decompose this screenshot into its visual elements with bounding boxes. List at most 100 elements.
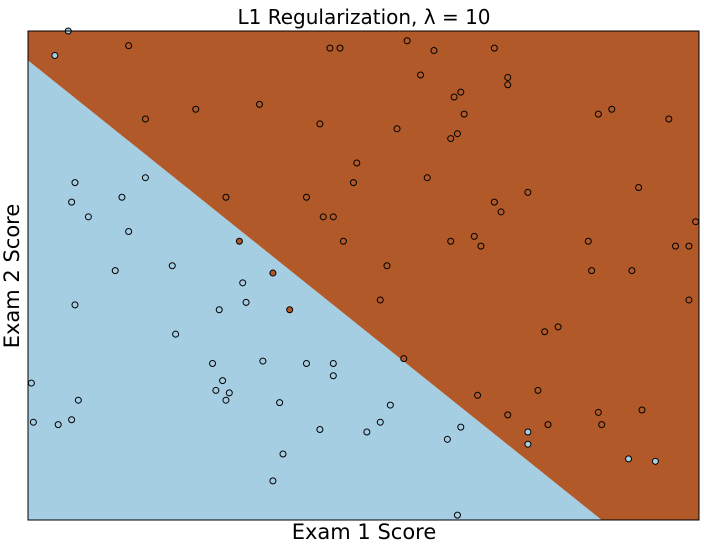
data-point-class-0 xyxy=(27,379,35,387)
data-point-class-0 xyxy=(168,262,176,270)
data-point-class-1 xyxy=(255,100,263,108)
data-point-class-0 xyxy=(212,386,220,394)
data-point-class-1 xyxy=(222,193,230,201)
data-point-class-0 xyxy=(172,330,180,338)
data-point-class-1 xyxy=(490,44,498,52)
data-point-class-0 xyxy=(453,511,461,519)
data-point-class-0 xyxy=(68,198,76,206)
data-point-class-0 xyxy=(443,435,451,443)
data-point-class-1 xyxy=(594,408,602,416)
data-point-class-1 xyxy=(453,130,461,138)
data-point-class-1 xyxy=(141,115,149,123)
data-point-class-1 xyxy=(235,237,243,245)
data-point-class-0 xyxy=(242,298,250,306)
data-point-class-1 xyxy=(524,188,532,196)
data-point-class-1 xyxy=(638,406,646,414)
data-point-class-1 xyxy=(628,267,636,275)
data-point-class-0 xyxy=(111,267,119,275)
data-point-class-1 xyxy=(598,421,606,429)
data-point-class-1 xyxy=(450,93,458,101)
data-point-class-0 xyxy=(376,418,384,426)
data-point-class-1 xyxy=(588,267,596,275)
data-point-class-1 xyxy=(460,110,468,118)
data-point-class-1 xyxy=(474,391,482,399)
data-point-class-1 xyxy=(319,213,327,221)
data-point-class-1 xyxy=(497,208,505,216)
plot-frame xyxy=(27,30,700,521)
data-point-class-1 xyxy=(403,37,411,45)
data-point-class-0 xyxy=(329,360,337,368)
data-point-class-1 xyxy=(339,237,347,245)
data-point-class-0 xyxy=(74,396,82,404)
data-point-class-0 xyxy=(225,389,233,397)
data-point-class-0 xyxy=(222,396,230,404)
data-point-class-1 xyxy=(665,115,673,123)
data-point-class-1 xyxy=(353,159,361,167)
data-point-class-1 xyxy=(504,81,512,89)
x-axis-label: Exam 1 Score xyxy=(292,520,437,544)
data-point-class-0 xyxy=(276,399,284,407)
data-point-class-0 xyxy=(141,174,149,182)
data-point-class-1 xyxy=(685,296,693,304)
data-point-class-1 xyxy=(376,296,384,304)
data-point-class-0 xyxy=(524,440,532,448)
data-point-class-1 xyxy=(336,44,344,52)
data-point-class-0 xyxy=(457,423,465,431)
data-point-class-1 xyxy=(504,411,512,419)
data-point-class-0 xyxy=(279,450,287,458)
data-point-class-1 xyxy=(447,237,455,245)
data-point-class-0 xyxy=(259,357,267,365)
plot-area xyxy=(27,27,700,521)
data-point-class-0 xyxy=(386,401,394,409)
data-point-class-0 xyxy=(84,213,92,221)
data-point-class-1 xyxy=(316,120,324,128)
data-point-class-1 xyxy=(447,135,455,143)
data-point-class-1 xyxy=(400,355,408,363)
data-point-class-0 xyxy=(209,360,217,368)
data-point-class-0 xyxy=(29,418,37,426)
data-point-class-0 xyxy=(51,51,59,59)
data-point-class-0 xyxy=(625,455,633,463)
data-point-class-1 xyxy=(470,232,478,240)
data-point-class-0 xyxy=(71,179,79,187)
data-point-class-1 xyxy=(269,269,277,277)
data-point-class-1 xyxy=(326,44,334,52)
data-point-class-1 xyxy=(692,218,700,226)
data-point-class-1 xyxy=(534,386,542,394)
data-point-class-0 xyxy=(316,426,324,434)
chart-title: L1 Regularization, λ = 10 xyxy=(237,5,490,29)
data-point-class-1 xyxy=(594,110,602,118)
data-point-class-0 xyxy=(71,301,79,309)
data-point-class-1 xyxy=(423,174,431,182)
data-point-class-0 xyxy=(118,193,126,201)
data-point-class-1 xyxy=(635,183,643,191)
data-point-class-1 xyxy=(477,242,485,250)
data-point-class-0 xyxy=(125,227,133,235)
data-point-class-1 xyxy=(192,105,200,113)
data-point-class-1 xyxy=(554,323,562,331)
data-point-class-0 xyxy=(215,306,223,314)
data-point-class-1 xyxy=(490,198,498,206)
data-point-class-1 xyxy=(417,71,425,79)
data-point-class-0 xyxy=(363,428,371,436)
data-point-class-1 xyxy=(504,73,512,81)
data-point-class-1 xyxy=(541,328,549,336)
data-points xyxy=(27,27,700,519)
data-point-class-0 xyxy=(68,416,76,424)
data-point-class-1 xyxy=(383,262,391,270)
data-point-class-1 xyxy=(430,47,438,55)
data-point-class-1 xyxy=(125,42,133,50)
decision-region-class-1 xyxy=(28,31,699,520)
data-point-class-1 xyxy=(584,237,592,245)
data-point-class-0 xyxy=(302,360,310,368)
data-point-class-1 xyxy=(685,242,693,250)
data-point-class-0 xyxy=(239,279,247,287)
data-point-class-0 xyxy=(524,428,532,436)
data-point-class-1 xyxy=(608,105,616,113)
data-point-class-1 xyxy=(286,306,294,314)
data-point-class-1 xyxy=(302,193,310,201)
data-point-class-1 xyxy=(672,242,680,250)
data-point-class-1 xyxy=(329,213,337,221)
data-point-class-1 xyxy=(544,421,552,429)
